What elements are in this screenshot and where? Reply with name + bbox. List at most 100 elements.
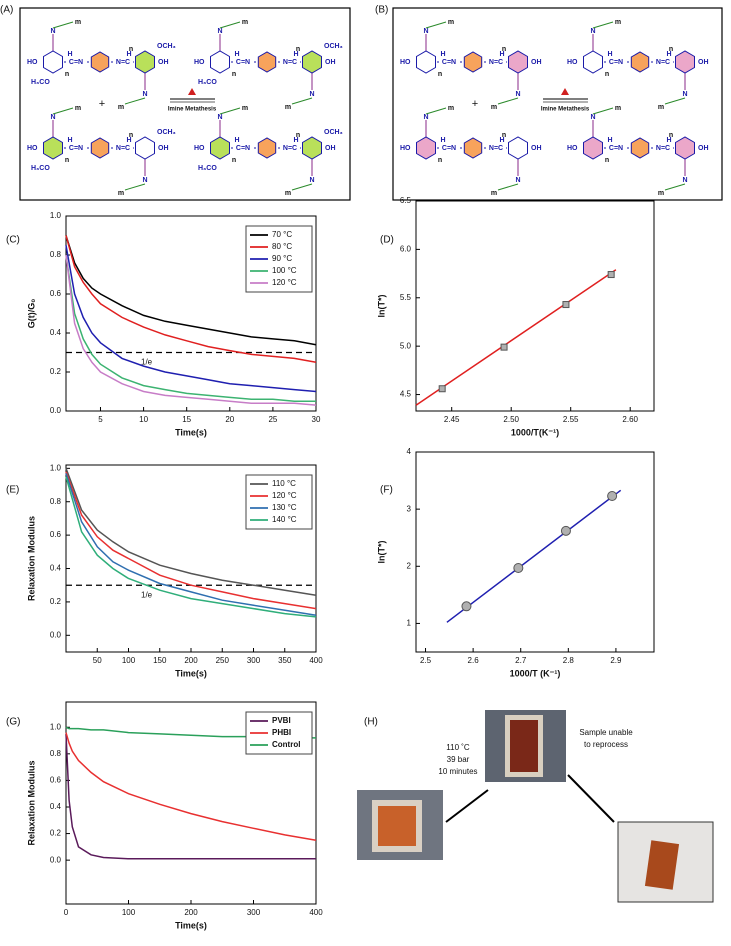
atom-label: m — [242, 19, 248, 26]
x-axis-label: 1000/T (K⁻¹) — [510, 668, 561, 678]
scheme-frame — [19, 7, 351, 201]
atom-label: n — [438, 157, 442, 164]
atom-label: m — [615, 105, 621, 112]
reference-label: 1/e — [141, 590, 153, 599]
atom-label: OCH₃ — [157, 43, 176, 50]
arrow — [567, 774, 615, 823]
panel-label: (B) — [375, 5, 388, 16]
atom-label: H — [440, 51, 445, 58]
y-tick-label: 5.0 — [400, 341, 412, 350]
atom-label: H — [440, 137, 445, 144]
x-tick-label: 2.9 — [610, 656, 622, 665]
label-bg — [280, 144, 300, 152]
plus-sign: + — [99, 98, 105, 110]
x-tick-label: 2.8 — [563, 656, 575, 665]
ring — [257, 51, 277, 73]
y-tick-label: 1.0 — [50, 463, 62, 472]
bond — [497, 183, 519, 191]
atom-label: C=N — [442, 145, 456, 152]
x-tick-label: 50 — [93, 656, 102, 665]
series-line — [65, 733, 316, 860]
bond — [52, 21, 74, 29]
atom-label: n — [605, 71, 609, 78]
atom-label: m — [242, 105, 248, 112]
x-tick-label: 10 — [139, 415, 148, 424]
atom-label: H₃CO — [31, 165, 50, 172]
atom-label: N — [309, 177, 314, 184]
reaction-label: Imine Metathesis — [168, 107, 217, 113]
atom-label: m — [118, 104, 124, 111]
series-line — [65, 235, 317, 346]
bond — [497, 97, 519, 105]
label-bg — [439, 58, 460, 66]
condition-text: 39 bar — [447, 755, 470, 764]
y-tick-label: 1.0 — [50, 211, 62, 220]
atom-label: OH — [531, 59, 542, 66]
y-axis-label: Relaxation Modulus — [26, 760, 36, 845]
label-bg — [113, 144, 133, 152]
legend-label: Control — [272, 740, 300, 749]
panel-label: (D) — [380, 235, 394, 246]
x-tick-label: 200 — [184, 656, 198, 665]
atom-label: H — [499, 137, 504, 144]
atom-label: H₃CO — [198, 165, 217, 172]
y-tick-label: 0.8 — [50, 749, 62, 758]
series-line — [65, 254, 317, 406]
atom-label: n — [232, 71, 236, 78]
atom-label: OH — [158, 145, 169, 152]
atom-label: N — [217, 28, 222, 35]
legend-label: 110 °C — [272, 479, 296, 488]
ring — [210, 136, 230, 160]
ring — [508, 50, 528, 74]
reaction-label: Imine Metathesis — [541, 107, 590, 113]
y-tick-label: 1.0 — [50, 722, 62, 731]
x-tick-label: 350 — [278, 656, 292, 665]
atom-label: N — [515, 177, 520, 184]
series-line — [65, 476, 317, 618]
atom-label: N — [217, 114, 222, 121]
photo-group: 110 ˚C 39 bar 10 minutes Sample unable t… — [357, 710, 714, 903]
x-tick-label: 2.7 — [515, 656, 527, 665]
panel-label: (E) — [6, 485, 19, 496]
ring — [508, 136, 528, 160]
atom-label: n — [232, 157, 236, 164]
y-tick-label: 3 — [407, 504, 412, 513]
x-tick-label: 30 — [312, 415, 321, 424]
atom-label: H — [666, 51, 671, 58]
bond — [291, 183, 313, 191]
y-tick-label: 5.5 — [400, 293, 412, 302]
atom-label: n — [129, 46, 133, 53]
label-bg — [280, 58, 300, 66]
y-tick-label: 0.4 — [50, 564, 62, 573]
atom-label: n — [296, 46, 300, 53]
atom-label: n — [438, 71, 442, 78]
atom-label: N — [142, 177, 147, 184]
photo-sample — [644, 840, 680, 890]
condition-text: 10 minutes — [438, 767, 477, 776]
label-bg — [606, 144, 627, 152]
atom-label: n — [502, 46, 506, 53]
bond — [291, 97, 313, 105]
plus-sign: + — [472, 98, 478, 110]
atom-label: H — [126, 137, 131, 144]
atom-label: N — [682, 91, 687, 98]
bond — [52, 107, 74, 115]
ring — [463, 51, 483, 73]
legend-label: PVBI — [272, 716, 291, 725]
ring — [416, 136, 436, 160]
atom-label: N=C — [116, 145, 130, 152]
bond — [592, 107, 614, 115]
photo-sample — [378, 806, 416, 846]
atom-label: C=N — [69, 145, 83, 152]
atom-label: OH — [325, 59, 336, 66]
atom-label: m — [491, 190, 497, 197]
bond — [124, 183, 146, 191]
plot-frame — [415, 451, 655, 653]
y-tick-label: 0.0 — [50, 855, 62, 864]
ring — [583, 50, 603, 74]
y-tick-label: 0.4 — [50, 328, 62, 337]
atom-label: N — [590, 28, 595, 35]
ring — [90, 137, 110, 159]
atom-label: H — [499, 51, 504, 58]
atom-label: H — [67, 51, 72, 58]
